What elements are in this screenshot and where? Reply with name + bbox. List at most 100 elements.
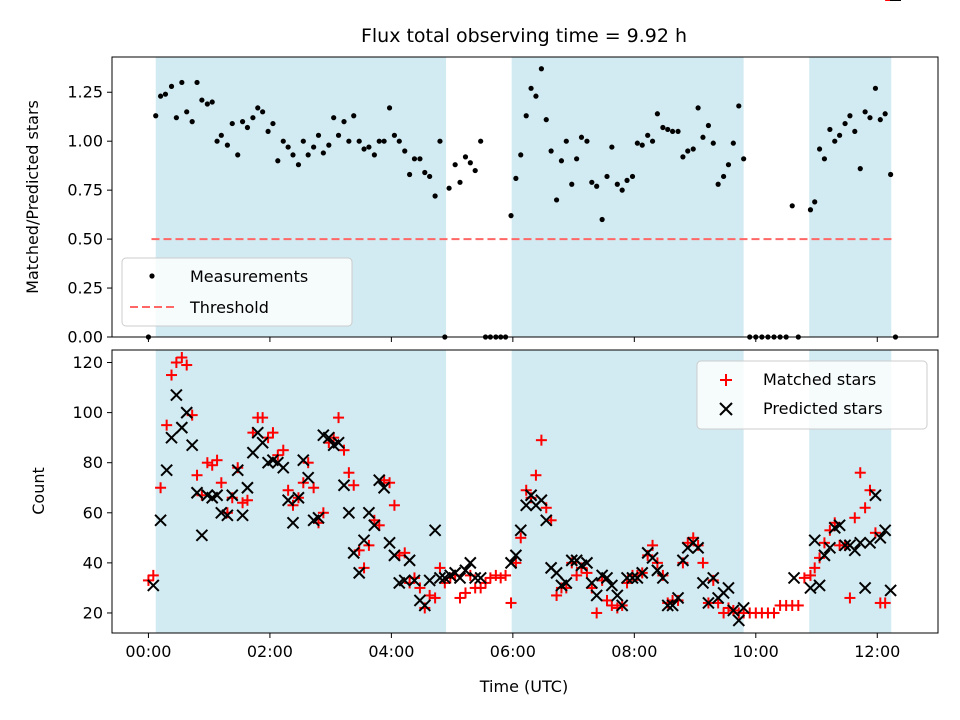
matched-star-point: [844, 592, 856, 604]
counts-ytick-label: 40: [83, 553, 103, 572]
matched-star-point: [809, 562, 821, 574]
measurement-point: [280, 138, 286, 144]
measurement-point: [523, 113, 529, 119]
measurement-point: [391, 132, 398, 138]
measurement-point: [624, 177, 630, 183]
matched-star-point: [459, 587, 471, 599]
measurement-point: [700, 134, 706, 140]
measurement-point: [457, 179, 463, 185]
measurement-point: [467, 160, 473, 166]
measurement-point: [680, 154, 686, 160]
predicted-star-point: [195, 529, 209, 542]
counts-panel: 20 40 60 80 100 120 00:00 02:00 04:00 06:00 08:00…: [29, 0, 939, 696]
legend-measurements-marker: [149, 273, 155, 279]
matched-star-point: [505, 597, 517, 609]
counts-ylabel: Count: [29, 467, 48, 515]
matched-star-point: [211, 454, 223, 466]
ratio-ylabel: Matched/Predicted stars: [23, 100, 42, 294]
matched-star-point: [333, 412, 345, 424]
measurement-point: [341, 119, 347, 125]
predicted-star-point: [611, 589, 624, 602]
matched-star-point: [849, 512, 861, 524]
measurement-point: [218, 132, 224, 138]
matched-star-point: [215, 477, 227, 489]
measurement-point: [569, 181, 575, 187]
measurement-point: [533, 93, 539, 99]
legend-measurements-label: Measurements: [190, 267, 308, 286]
predicted-star-point: [808, 534, 821, 547]
matched-star-point: [500, 569, 512, 581]
measurement-point: [821, 156, 828, 162]
measurement-point: [654, 111, 661, 117]
predicted-star-point: [453, 571, 467, 585]
matched-star-point: [768, 607, 780, 619]
measurement-point: [326, 142, 332, 148]
measurement-point: [827, 126, 833, 133]
measurement-point: [472, 167, 478, 174]
matched-star-point: [282, 484, 294, 496]
matched-star-point: [181, 359, 193, 371]
matched-star-point: [854, 467, 866, 479]
matched-star-point: [606, 599, 618, 611]
legend-matched-label: Matched stars: [763, 370, 876, 389]
predicted-star-point: [696, 576, 710, 590]
ratio-legend: Measurements Threshold: [121, 257, 353, 327]
matched-star-point: [798, 572, 810, 584]
measurement-point: [320, 150, 326, 156]
measurement-point: [478, 138, 484, 144]
chart-title: Flux total observing time = 9.92 h: [361, 25, 687, 47]
matched-star-point: [166, 369, 178, 381]
predicted-star-point: [514, 524, 527, 537]
measurement-point: [361, 146, 367, 152]
predicted-star-point: [297, 453, 310, 467]
measurement-point: [224, 142, 230, 148]
matched-star-point: [697, 557, 709, 569]
matched-star-point: [191, 469, 203, 481]
predicted-star-point: [221, 509, 234, 522]
matched-star-point: [434, 562, 446, 574]
measurement-point: [386, 105, 393, 111]
matched-star-point: [475, 582, 487, 594]
matched-star-point: [267, 427, 279, 439]
ratio-ytick-label: 0.50: [67, 230, 103, 249]
predicted-star-point: [403, 554, 416, 567]
predicted-star-point: [175, 421, 189, 434]
measurement-point: [255, 105, 261, 111]
measurement-point: [235, 152, 241, 158]
matched-star-point: [571, 569, 583, 581]
predicted-star-point: [180, 406, 193, 419]
measurement-point: [812, 199, 818, 205]
counts-xtick-label: 08:00: [611, 642, 657, 661]
measurement-point: [862, 109, 868, 115]
predicted-star-point: [691, 541, 705, 555]
predicted-star-point: [185, 438, 199, 452]
measurement-point: [710, 140, 716, 146]
ratio-axes-frame: [111, 56, 939, 338]
predicted-star-point: [590, 589, 603, 602]
ratio-observing-window-2: [809, 57, 892, 337]
predicted-star-point: [459, 564, 472, 577]
predicted-star-point: [231, 464, 244, 477]
measurement-point: [721, 173, 727, 180]
measurement-point: [381, 138, 387, 144]
counts-ytick-label: 20: [83, 603, 103, 622]
predicted-star-point: [565, 554, 578, 567]
matched-star-point: [348, 479, 360, 491]
measurement-point: [446, 185, 452, 191]
measurement-point: [432, 193, 438, 199]
matched-star-point: [424, 589, 436, 601]
measurement-point: [311, 144, 317, 150]
measurement-point: [538, 66, 544, 72]
measurement-point: [376, 138, 382, 144]
measurement-point: [508, 213, 514, 219]
matched-star-point: [581, 567, 593, 579]
matched-star-point: [515, 532, 527, 544]
predicted-star-point: [352, 566, 366, 580]
predicted-star-point: [160, 464, 173, 477]
matched-star-point: [257, 412, 269, 424]
measurement-point: [604, 173, 610, 180]
counts-xtick-label: 00:00: [125, 642, 171, 661]
predicted-star-point: [818, 549, 831, 562]
legend-matched-marker: [720, 374, 732, 386]
matched-star-point: [241, 494, 253, 506]
